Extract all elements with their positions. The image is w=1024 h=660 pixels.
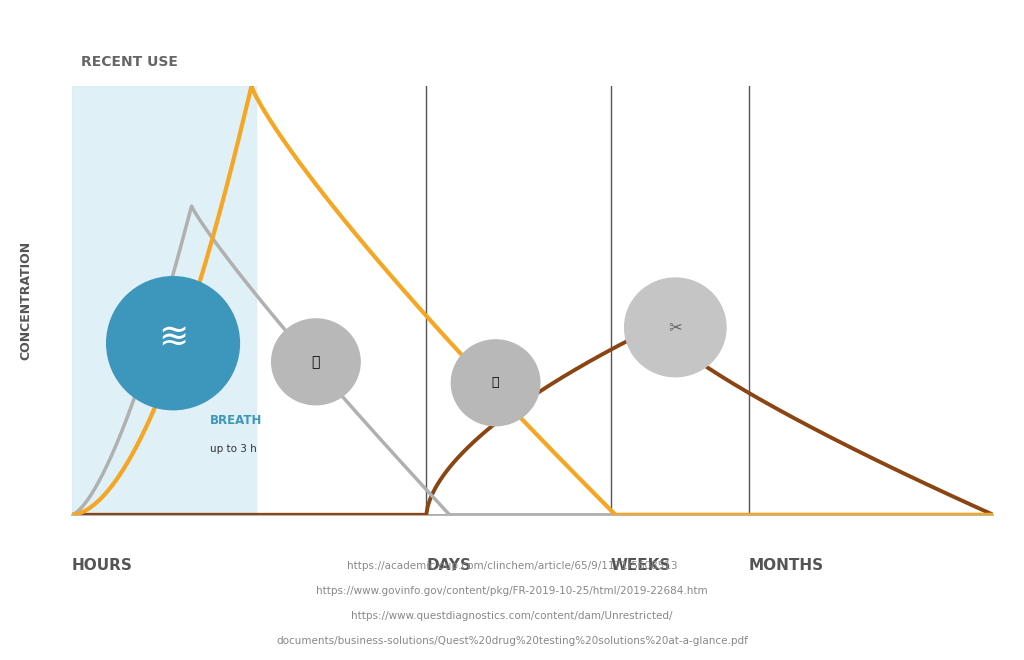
Text: ✂: ✂: [669, 318, 682, 337]
Text: up to 3 h: up to 3 h: [210, 444, 257, 454]
Text: WEEKS: WEEKS: [610, 558, 671, 573]
Text: https://www.govinfo.gov/content/pkg/FR-2019-10-25/html/2019-22684.htm: https://www.govinfo.gov/content/pkg/FR-2…: [316, 586, 708, 596]
Text: DAYS: DAYS: [426, 558, 471, 573]
Text: CONCENTRATION: CONCENTRATION: [19, 241, 32, 360]
Text: https://academic.oup.com/clinchem/article/65/9/1171/5608513: https://academic.oup.com/clinchem/articl…: [347, 561, 677, 571]
Text: BREATH: BREATH: [210, 414, 262, 427]
Text: https://www.questdiagnostics.com/content/dam/Unrestricted/: https://www.questdiagnostics.com/content…: [351, 611, 673, 621]
Text: documents/business-solutions/Quest%20drug%20testing%20solutions%20at-a-glance.pd: documents/business-solutions/Quest%20dru…: [276, 636, 748, 646]
Ellipse shape: [625, 278, 726, 377]
Ellipse shape: [271, 319, 360, 405]
Text: ≋: ≋: [158, 322, 188, 356]
Text: 🧪: 🧪: [311, 355, 321, 369]
Text: RECENT USE: RECENT USE: [81, 55, 178, 69]
Text: MONTHS: MONTHS: [750, 558, 824, 573]
Ellipse shape: [452, 340, 540, 426]
Text: HOURS: HOURS: [72, 558, 132, 573]
Text: 🥤: 🥤: [492, 376, 500, 389]
Ellipse shape: [106, 277, 240, 410]
